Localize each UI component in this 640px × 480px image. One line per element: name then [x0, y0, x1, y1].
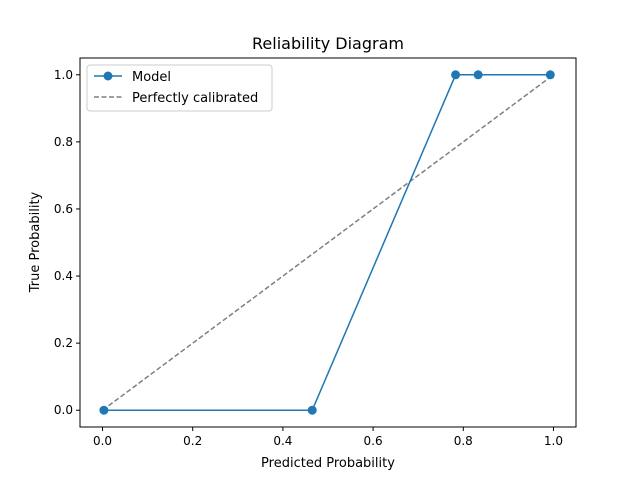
- series-layer: [99, 70, 555, 415]
- x-tick-label: 0.8: [454, 434, 473, 448]
- series-model-point: [473, 70, 483, 80]
- y-tick-label: 1.0: [54, 68, 73, 82]
- chart-title: Reliability Diagram: [252, 34, 404, 53]
- x-tick-label: 0.6: [364, 434, 383, 448]
- x-axis-ticks: 0.0 0.2 0.4 0.6 0.8 1.0: [93, 427, 563, 448]
- x-tick-label: 0.0: [93, 434, 112, 448]
- y-tick-label: 0.4: [54, 269, 73, 283]
- y-tick-label: 0.6: [54, 202, 73, 216]
- series-model-point: [451, 70, 461, 80]
- x-tick-label: 0.2: [183, 434, 202, 448]
- plot-frame: [79, 57, 577, 428]
- legend-model-marker: [103, 71, 113, 81]
- x-axis-label: Predicted Probability: [261, 456, 395, 471]
- legend-model-label: Model: [132, 70, 171, 85]
- legend: Model Perfectly calibrated: [86, 64, 273, 112]
- y-axis-ticks: 0.0 0.2 0.4 0.6 0.8 1.0: [54, 68, 80, 417]
- series-model-point: [99, 405, 109, 415]
- legend-box: [86, 64, 273, 112]
- series-perfectly-calibrated-line: [102, 74, 554, 411]
- legend-calibrated-label: Perfectly calibrated: [132, 91, 258, 106]
- y-tick-label: 0.2: [54, 336, 73, 350]
- series-model-point: [545, 70, 555, 80]
- y-tick-label: 0.8: [54, 135, 73, 149]
- x-tick-label: 1.0: [544, 434, 563, 448]
- series-model-point: [307, 405, 317, 415]
- y-tick-label: 0.0: [54, 403, 73, 417]
- y-axis-label: True Probability: [28, 191, 43, 293]
- x-tick-label: 0.4: [273, 434, 292, 448]
